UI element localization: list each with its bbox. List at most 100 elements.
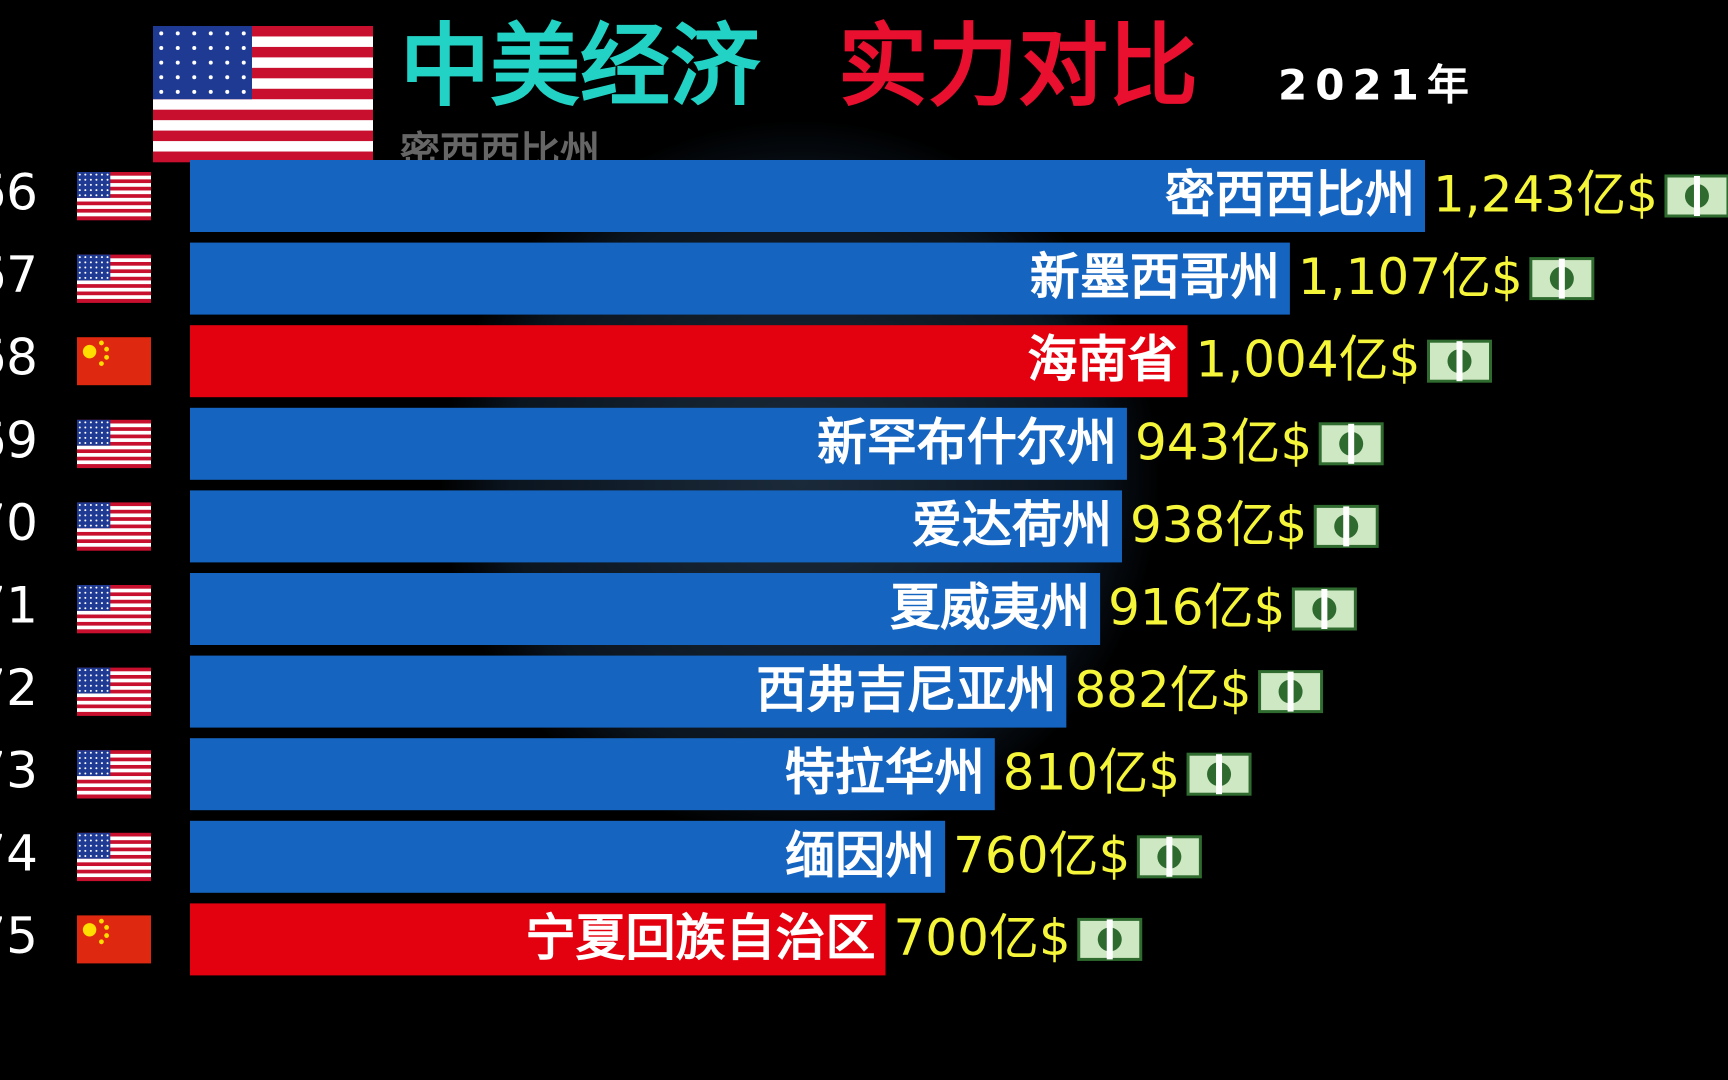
star	[84, 674, 87, 677]
star	[84, 756, 87, 759]
stripe	[77, 430, 151, 435]
canton	[77, 585, 111, 611]
star	[106, 436, 109, 439]
star	[95, 183, 98, 186]
stripe	[77, 201, 151, 206]
star	[95, 261, 98, 264]
stripe	[77, 419, 151, 424]
star	[89, 178, 92, 181]
stripe	[77, 858, 151, 863]
star	[95, 431, 98, 434]
star	[78, 442, 81, 445]
star	[106, 834, 109, 837]
star	[106, 762, 109, 765]
value-label: 1,004亿$	[1196, 331, 1421, 389]
us-flag	[153, 26, 373, 163]
stripe	[77, 621, 151, 626]
star	[89, 767, 92, 770]
stripe	[77, 854, 151, 859]
star	[84, 839, 87, 842]
cn-flag	[77, 915, 151, 964]
star	[208, 31, 213, 36]
star	[106, 586, 109, 589]
stripe	[77, 506, 151, 511]
star	[78, 669, 81, 672]
stripe	[77, 877, 151, 882]
star	[89, 261, 92, 264]
star	[84, 194, 87, 197]
star	[95, 519, 98, 522]
star	[89, 839, 92, 842]
star	[89, 431, 92, 434]
star	[89, 669, 92, 672]
star	[106, 596, 109, 599]
star	[106, 509, 109, 512]
star	[100, 844, 103, 847]
star	[84, 679, 87, 682]
stripe	[77, 265, 151, 270]
stripe	[77, 197, 151, 202]
bar	[190, 655, 1067, 728]
star	[106, 173, 109, 176]
star	[89, 772, 92, 775]
star	[100, 669, 103, 672]
star	[106, 844, 109, 847]
star	[89, 591, 92, 594]
stripe	[153, 141, 373, 152]
small-star	[99, 939, 104, 945]
star	[78, 602, 81, 605]
value-label: 943亿$	[1135, 413, 1312, 471]
star	[84, 767, 87, 770]
star	[100, 194, 103, 197]
star	[95, 178, 98, 181]
star	[225, 60, 230, 65]
star	[89, 256, 92, 259]
star	[78, 767, 81, 770]
money-icon	[1313, 504, 1379, 548]
bill-band	[1456, 341, 1463, 382]
header-flag	[153, 26, 373, 163]
bar	[190, 573, 1101, 645]
star	[100, 839, 103, 842]
star	[78, 772, 81, 775]
star	[100, 834, 103, 837]
stripe	[77, 603, 151, 608]
star	[241, 60, 246, 65]
rank: 66	[0, 164, 38, 222]
stripe	[77, 258, 151, 263]
stripe	[77, 273, 151, 278]
star	[95, 266, 98, 269]
star	[106, 276, 109, 279]
star	[106, 261, 109, 264]
star	[78, 679, 81, 682]
bill-band	[1348, 423, 1355, 464]
star	[95, 436, 98, 439]
star	[84, 844, 87, 847]
star	[84, 596, 87, 599]
stripe	[77, 682, 151, 687]
bar-label: 密西西比州	[1165, 166, 1415, 224]
star	[95, 834, 98, 837]
star	[95, 669, 98, 672]
star	[106, 772, 109, 775]
stripe	[77, 790, 151, 795]
star	[106, 607, 109, 610]
stripe	[77, 851, 151, 856]
bar-label: 新墨西哥州	[1030, 248, 1280, 306]
star	[89, 436, 92, 439]
star	[95, 772, 98, 775]
stripe	[153, 36, 373, 48]
star	[175, 75, 180, 80]
stripe	[77, 449, 151, 454]
big-star	[82, 923, 97, 937]
star	[78, 689, 81, 692]
star	[95, 767, 98, 770]
cn-flag	[77, 337, 151, 386]
stripe	[77, 843, 151, 848]
stripe	[77, 280, 151, 285]
bar-label: 爱达荷州	[912, 496, 1112, 554]
star	[84, 591, 87, 594]
star	[89, 271, 92, 274]
star	[100, 509, 103, 512]
star	[241, 75, 246, 80]
